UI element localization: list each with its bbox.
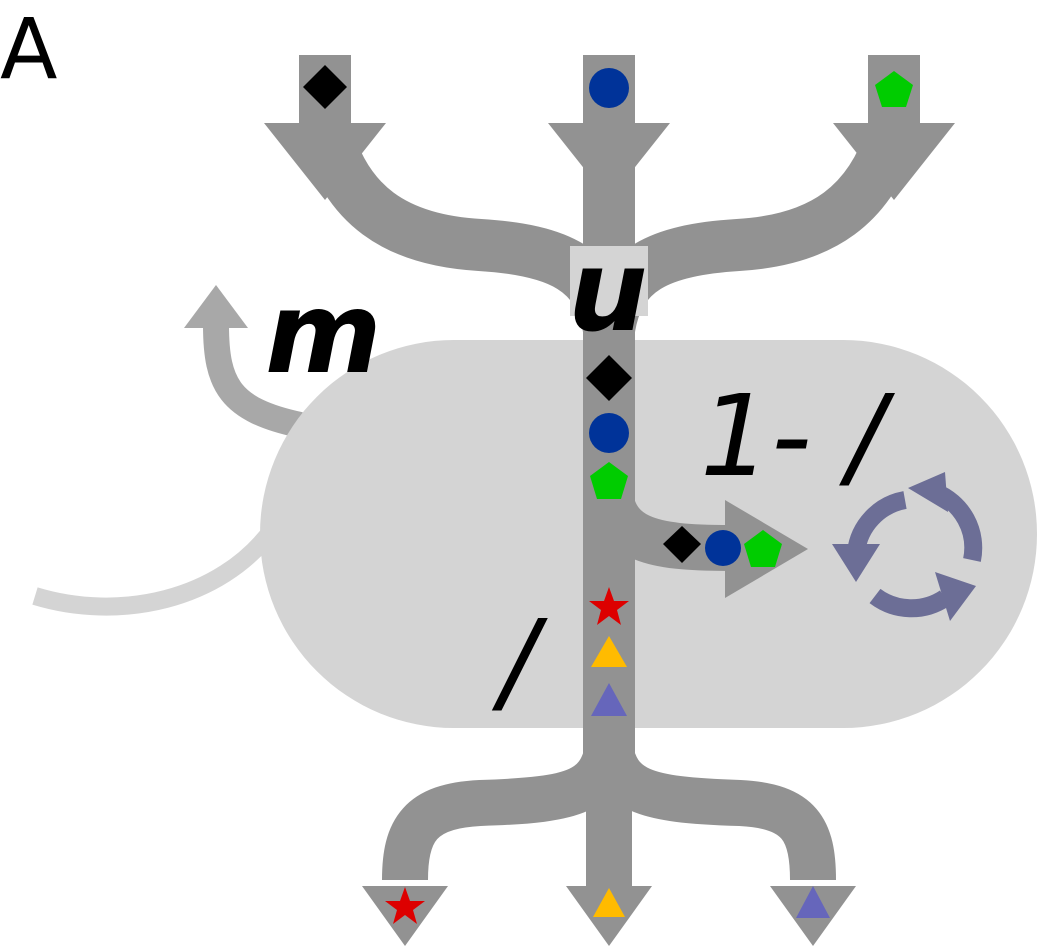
star-icon: [385, 887, 425, 924]
diamond-icon: [303, 65, 347, 109]
pentagon-icon: [875, 71, 913, 107]
triangle-purple-icon: [591, 683, 627, 716]
cell-tail: [32, 524, 280, 616]
synthesis-fraction-label: 1- /: [700, 372, 895, 502]
triangle-purple-icon: [796, 886, 830, 918]
triangle-yellow-icon: [593, 888, 625, 917]
uptake-label: u: [568, 227, 648, 357]
circle-icon: [589, 68, 629, 108]
pentagon-icon: [590, 462, 628, 499]
circle-icon: [705, 530, 741, 566]
panel-label: A: [0, 0, 57, 98]
diamond-icon: [586, 355, 632, 401]
output-flux: [362, 739, 856, 946]
maintenance-label: m: [265, 269, 382, 399]
maintenance-arrow: [184, 285, 303, 438]
diamond-icon: [663, 526, 701, 563]
recycle-icon: [832, 472, 983, 621]
circle-icon: [589, 413, 629, 453]
triangle-yellow-icon: [591, 636, 627, 667]
star-icon: [589, 587, 629, 625]
pentagon-icon: [744, 530, 782, 567]
